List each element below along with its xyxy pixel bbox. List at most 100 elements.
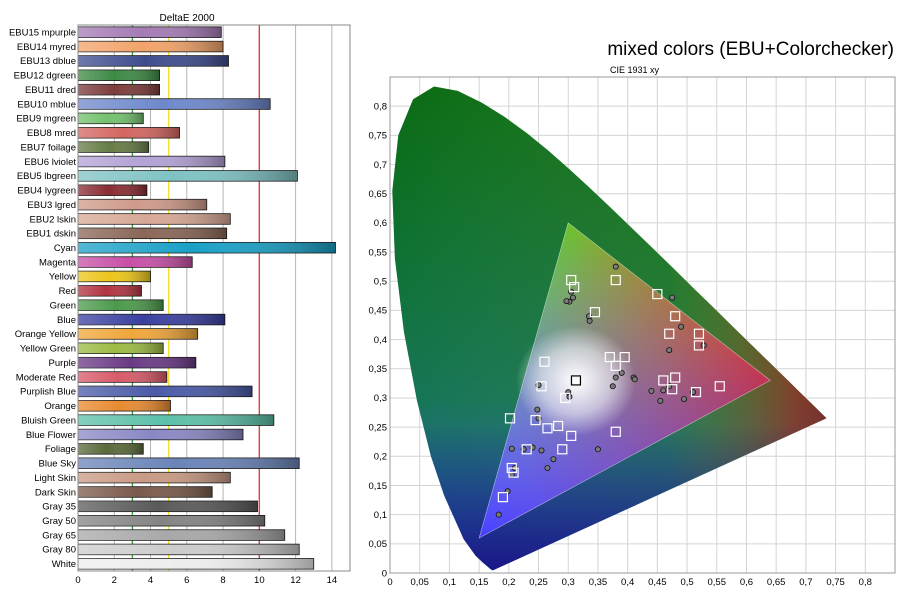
bar-shade xyxy=(78,242,336,254)
target-square xyxy=(693,340,705,351)
measured-point xyxy=(660,387,667,394)
cie-y-tick-label: 0,1 xyxy=(374,510,387,521)
bar-shade xyxy=(78,256,193,268)
cie-y-tick-label: 0,55 xyxy=(369,247,388,258)
cie-chart-ticks: 0 0,05 0,1 0,15 0,2 0,25 0,3 0,35 0,4 0,45 0,5 0,55… xyxy=(369,101,872,588)
cie-y-tick-label: 0,05 xyxy=(369,539,388,550)
measured-point xyxy=(550,456,557,463)
bar-category-label: EBU14 myred xyxy=(17,42,76,53)
bar-category-label: EBU10 mblue xyxy=(17,99,76,110)
cie-x-tick-label: 0,15 xyxy=(470,577,489,588)
bar-shade xyxy=(78,400,171,412)
bar-category-label: Light Skin xyxy=(34,473,76,484)
bar-shade xyxy=(78,558,314,570)
measured-point xyxy=(538,447,545,454)
bar-category-label: Foliage xyxy=(45,444,76,455)
bar-shade xyxy=(78,429,244,440)
bar-x-tick-label: 6 xyxy=(184,575,189,586)
bar-shade xyxy=(78,529,285,541)
bar-category-label: Blue Sky xyxy=(39,459,77,470)
bar-chart-title: DeltaE 2000 xyxy=(159,13,214,24)
measured-point xyxy=(648,387,655,394)
bar-shade xyxy=(78,41,224,52)
bar-category-label: EBU13 dblue xyxy=(20,56,76,67)
bar-shade xyxy=(78,357,196,368)
bar-category-label: EBU11 dred xyxy=(25,85,76,96)
bar-shade xyxy=(78,170,298,182)
bar-category-label: Red xyxy=(59,286,76,297)
bar-shade xyxy=(78,127,180,139)
measured-point xyxy=(508,445,515,452)
target-square xyxy=(667,384,678,395)
target-square xyxy=(560,392,571,404)
cie-y-tick-label: 0,45 xyxy=(369,306,388,317)
measured-point xyxy=(569,294,576,301)
bar-shade xyxy=(78,271,151,282)
bar-category-label: Yellow xyxy=(49,272,76,283)
bar-category-label: EBU7 foilage xyxy=(21,142,76,153)
bar-category-label: Green xyxy=(50,300,76,311)
bar-category-label: Purple xyxy=(49,358,76,369)
bar-shade xyxy=(78,299,164,311)
cie-y-tick-label: 0,15 xyxy=(369,481,388,492)
bar-shade xyxy=(78,141,149,153)
bar-shade xyxy=(78,342,164,354)
cie-x-tick-label: 0,55 xyxy=(708,577,727,588)
target-square xyxy=(566,274,577,286)
measured-point xyxy=(594,446,601,453)
bar-category-label: Orange Yellow xyxy=(15,329,76,340)
cie-y-tick-label: 0 xyxy=(382,568,387,579)
bar-category-label: EBU4 lygreen xyxy=(17,186,76,197)
bar-category-label: Gray 50 xyxy=(42,516,76,527)
cie-x-tick-label: 0,25 xyxy=(529,577,548,588)
measured-point xyxy=(612,263,619,270)
cie-chart-subtitle: CIE 1931 xy xyxy=(610,65,660,75)
bar-x-tick-label: 10 xyxy=(254,575,265,586)
bar-category-label: Orange xyxy=(44,401,76,412)
bar-shade xyxy=(78,457,300,469)
target-square xyxy=(508,467,519,478)
bar-category-label: EBU1 dskin xyxy=(26,229,76,240)
measured-point xyxy=(631,376,638,383)
measured-point xyxy=(563,298,570,305)
bar-category-label: EBU3 lgred xyxy=(27,200,76,211)
target-square xyxy=(610,426,621,437)
measured-point xyxy=(534,406,541,413)
target-square xyxy=(536,381,547,392)
cie-y-tick-label: 0,7 xyxy=(374,160,387,171)
target-square xyxy=(670,311,681,322)
bar-x-tick-label: 4 xyxy=(148,575,153,586)
target-square xyxy=(497,492,508,503)
cie-y-tick-label: 0,2 xyxy=(374,452,387,463)
bar-chart-x-ticks: 0 2 4 6 8 10 12 14 xyxy=(75,575,337,586)
cie-x-tick-label: 0,4 xyxy=(621,577,634,588)
target-square xyxy=(664,328,675,339)
cie-y-tick-label: 0,4 xyxy=(374,335,387,346)
cie-chart-plot-frame xyxy=(389,76,896,574)
target-square xyxy=(658,375,669,386)
bar-category-label: Blue xyxy=(57,315,76,326)
cie-x-tick-label: 0,5 xyxy=(680,577,693,588)
cie-y-tick-label: 0,8 xyxy=(374,101,387,112)
measured-point xyxy=(681,396,688,403)
cie-y-tick-label: 0,65 xyxy=(369,189,388,200)
target-square xyxy=(539,356,550,367)
cie-y-tick-label: 0,25 xyxy=(369,422,388,433)
bar-shade xyxy=(78,544,300,555)
bar-shade xyxy=(78,314,225,325)
bar-x-tick-label: 2 xyxy=(112,575,117,586)
target-square xyxy=(670,372,681,383)
bar-category-label: Blue Flower xyxy=(26,430,76,441)
bar-shade xyxy=(78,443,144,455)
measured-point xyxy=(586,317,593,324)
bar-shade xyxy=(78,386,253,397)
measured-point xyxy=(495,511,502,518)
bar-chart-plot-frame xyxy=(77,24,351,572)
cie-chart-title: mixed colors (EBU+Colorchecker) xyxy=(607,39,894,60)
bar-shade xyxy=(78,213,231,225)
cie-x-tick-label: 0,05 xyxy=(410,577,429,588)
bar-x-tick-label: 14 xyxy=(327,575,338,586)
cie-x-tick-label: 0,3 xyxy=(562,577,575,588)
target-square xyxy=(557,444,568,455)
